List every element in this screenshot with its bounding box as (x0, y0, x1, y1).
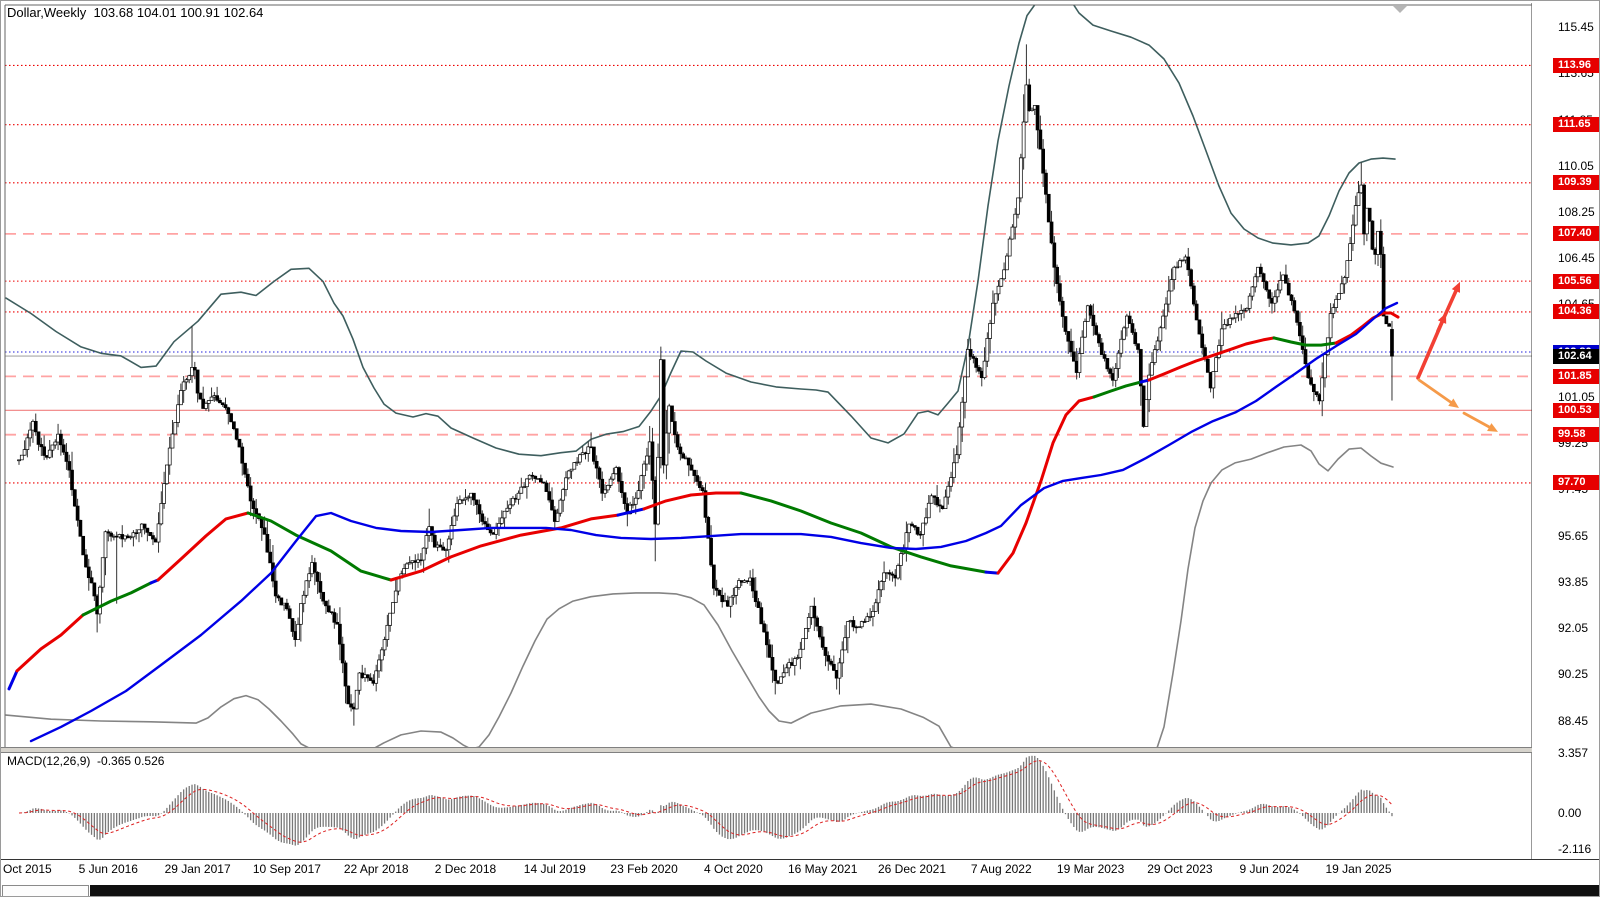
y-axis-tick-label: 93.85 (1558, 574, 1589, 589)
ma-colored-segment-0 (7, 669, 19, 691)
ma-colored-segment-1 (15, 613, 85, 673)
forecast-arrowhead-2 (1448, 398, 1459, 408)
date-tick-label: 5 Jun 2016 (78, 862, 138, 876)
date-tick-label: 9 Jun 2024 (1239, 862, 1299, 876)
price-level-badge: 105.56 (1553, 273, 1599, 289)
chart-shift-marker-icon (1393, 6, 1407, 13)
y-axis-tick-label: 88.45 (1558, 713, 1589, 728)
date-tick-label: 7 Aug 2022 (970, 862, 1032, 876)
date-tick-label: 19 Mar 2023 (1056, 862, 1125, 876)
symbol-timeframe: Dollar,Weekly (7, 5, 87, 20)
date-tick-label: 14 Jul 2019 (523, 862, 586, 876)
scroll-notch[interactable] (2, 885, 89, 896)
price-level-badge: 111.65 (1553, 117, 1599, 133)
forecast-arrow-3 (1462, 411, 1491, 429)
y-axis-tick-label: 115.45 (1558, 20, 1594, 35)
date-tick-label: 29 Oct 2023 (1147, 862, 1213, 876)
macd-scale-max: 3.357 (1558, 745, 1589, 760)
y-axis-tick-label: 106.45 (1558, 251, 1595, 266)
ohlc-open: 103.68 (93, 5, 134, 20)
band-lower-line (5, 444, 1394, 747)
ma-colored-segment-11 (996, 395, 1096, 575)
forecast-arrow-2 (1417, 378, 1453, 404)
macd-signal-line (18, 760, 1393, 843)
date-tick-label: 4 Oct 2020 (704, 862, 763, 876)
macd-value: -0.365 (97, 754, 132, 768)
ohlc-low: 100.91 (180, 5, 221, 20)
y-axis-tick-label: 95.65 (1558, 528, 1589, 543)
ma-colored-segment-8 (642, 491, 743, 511)
price-level-badge: 104.36 (1553, 304, 1599, 320)
price-level-badge: 102.64 (1553, 348, 1599, 364)
macd-histogram (21, 755, 1393, 846)
macd-scale-zero: 0.00 (1558, 806, 1582, 820)
price-level-badge: 97.70 (1553, 475, 1599, 491)
ohlc-high: 104.01 (136, 5, 177, 20)
y-axis-tick-label: 101.05 (1558, 389, 1595, 404)
date-tick-label: 16 May 2021 (787, 862, 858, 876)
y-axis-tick-label: 108.25 (1558, 205, 1595, 220)
forecast-arrowhead-1 (1451, 281, 1461, 293)
date-tick-label: 22 Apr 2018 (343, 862, 409, 876)
date-tick-label: 19 Jan 2025 (1325, 862, 1392, 876)
price-level-badge: 109.39 (1553, 175, 1599, 191)
band-upper-line (5, 5, 1396, 457)
forecast-arrowhead-3 (1487, 423, 1498, 432)
price-level-badge: 107.40 (1553, 226, 1599, 242)
ma-colored-segment-2 (81, 581, 153, 617)
ma-colored-segment-4 (156, 511, 250, 582)
date-axis[interactable] (1, 859, 1599, 886)
macd-scale-min: -2.116 (1558, 841, 1592, 856)
date-tick-label: 2 Dec 2018 (434, 862, 497, 876)
date-tick-label: 23 Feb 2020 (610, 862, 678, 876)
ohlc-close: 102.64 (223, 5, 264, 20)
price-axis[interactable] (1532, 1, 1599, 896)
macd-signal-value: 0.526 (134, 754, 165, 768)
ma-colored-segment-14 (1147, 336, 1276, 382)
pane-splitter[interactable] (1, 747, 1532, 753)
price-level-badge: 101.85 (1553, 368, 1599, 384)
y-axis-tick-label: 110.05 (1558, 158, 1594, 173)
main-pane (5, 5, 1532, 747)
ma-colored-segment-12 (1092, 380, 1143, 399)
window-bottom-bar (90, 885, 1599, 896)
macd-name: MACD(12,26,9) (7, 754, 91, 768)
date-tick-label: 29 Jan 2017 (164, 862, 231, 876)
price-level-badge: 100.53 (1553, 402, 1599, 418)
y-axis-tick-label: 92.05 (1558, 621, 1589, 636)
ma-colored-segment-5 (246, 511, 393, 582)
macd-pane (18, 755, 1393, 846)
y-axis-tick-label: 90.25 (1558, 667, 1589, 682)
date-tick-label: 25 Oct 2015 (1, 862, 52, 876)
ma-colored-segment-15 (1272, 336, 1338, 347)
date-tick-label: 26 Dec 2021 (877, 862, 947, 876)
ma-colored-segment-10 (984, 570, 1000, 575)
price-level-badge: 99.58 (1553, 427, 1599, 443)
macd-indicator-label: MACD(12,26,9) -0.365 0.526 (7, 754, 164, 768)
price-level-badge: 113.96 (1553, 57, 1599, 73)
ma-colored-segment-6 (389, 513, 620, 582)
date-tick-label: 10 Sep 2017 (252, 862, 321, 876)
ma-colored-segment-9 (739, 491, 988, 574)
ma-blue-line (29, 301, 1399, 743)
forecast-arrow-1 (1436, 289, 1458, 333)
chart-title: Dollar,Weekly 103.68 104.01 100.91 102.6… (7, 5, 263, 20)
ma-colored-segment-7 (616, 507, 646, 517)
ma-colored-segment-16 (1334, 311, 1400, 345)
candles (17, 44, 1394, 726)
